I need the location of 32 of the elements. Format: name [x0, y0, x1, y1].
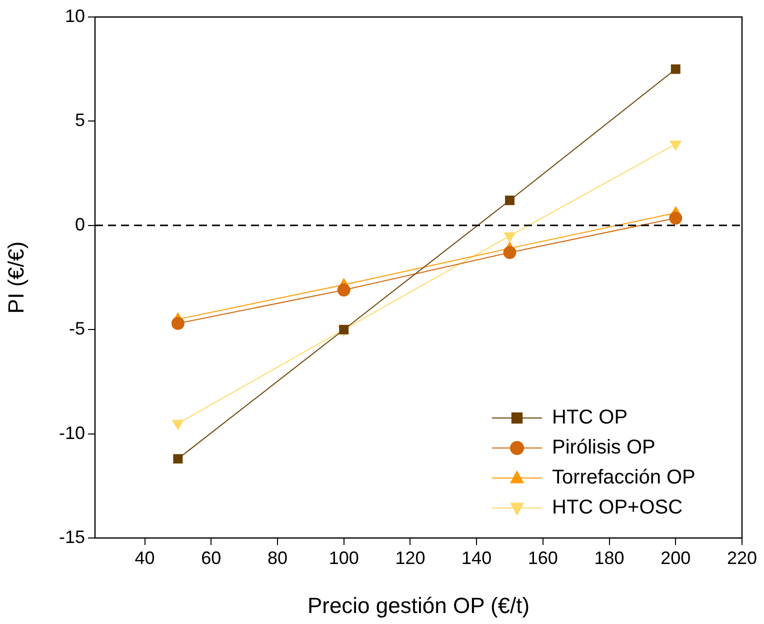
point [173, 454, 183, 464]
point [337, 284, 350, 297]
point [503, 246, 516, 259]
y-tick-label: -5 [68, 318, 85, 339]
x-tick-label: 140 [462, 548, 492, 568]
point [172, 420, 184, 430]
point [505, 196, 514, 206]
y-tick-label: 0 [74, 214, 85, 234]
y-tick-label: -15 [58, 526, 85, 547]
legend-label: HTC OP [552, 406, 628, 429]
point [670, 64, 680, 74]
x-tick-label: 120 [395, 548, 426, 568]
point [339, 324, 349, 334]
y-tick-label: -10 [58, 422, 85, 443]
x-tick-label: 80 [267, 548, 288, 568]
point [171, 316, 184, 330]
x-tick-label: 40 [134, 548, 155, 568]
x-tick-label: 220 [726, 548, 758, 568]
x-tick-label: 60 [201, 548, 222, 568]
legend-label: Pirólisis OP [552, 436, 656, 459]
x-tick-label: 100 [328, 548, 359, 568]
x-tick-label: 160 [528, 548, 558, 568]
y-axis-title: PI (€/€) [3, 241, 28, 314]
point [504, 232, 516, 242]
y-tick-label: 5 [74, 110, 85, 130]
legend-label: Torrefacción OP [552, 466, 696, 489]
point [669, 212, 682, 225]
x-tick-label: 200 [660, 548, 691, 568]
x-tick-label: 180 [594, 548, 624, 568]
x-axis-title: Precio gestión OP (€/t) [307, 592, 530, 618]
legend-label: HTC OP+OSC [552, 496, 683, 519]
y-tick-label: 10 [64, 6, 85, 26]
